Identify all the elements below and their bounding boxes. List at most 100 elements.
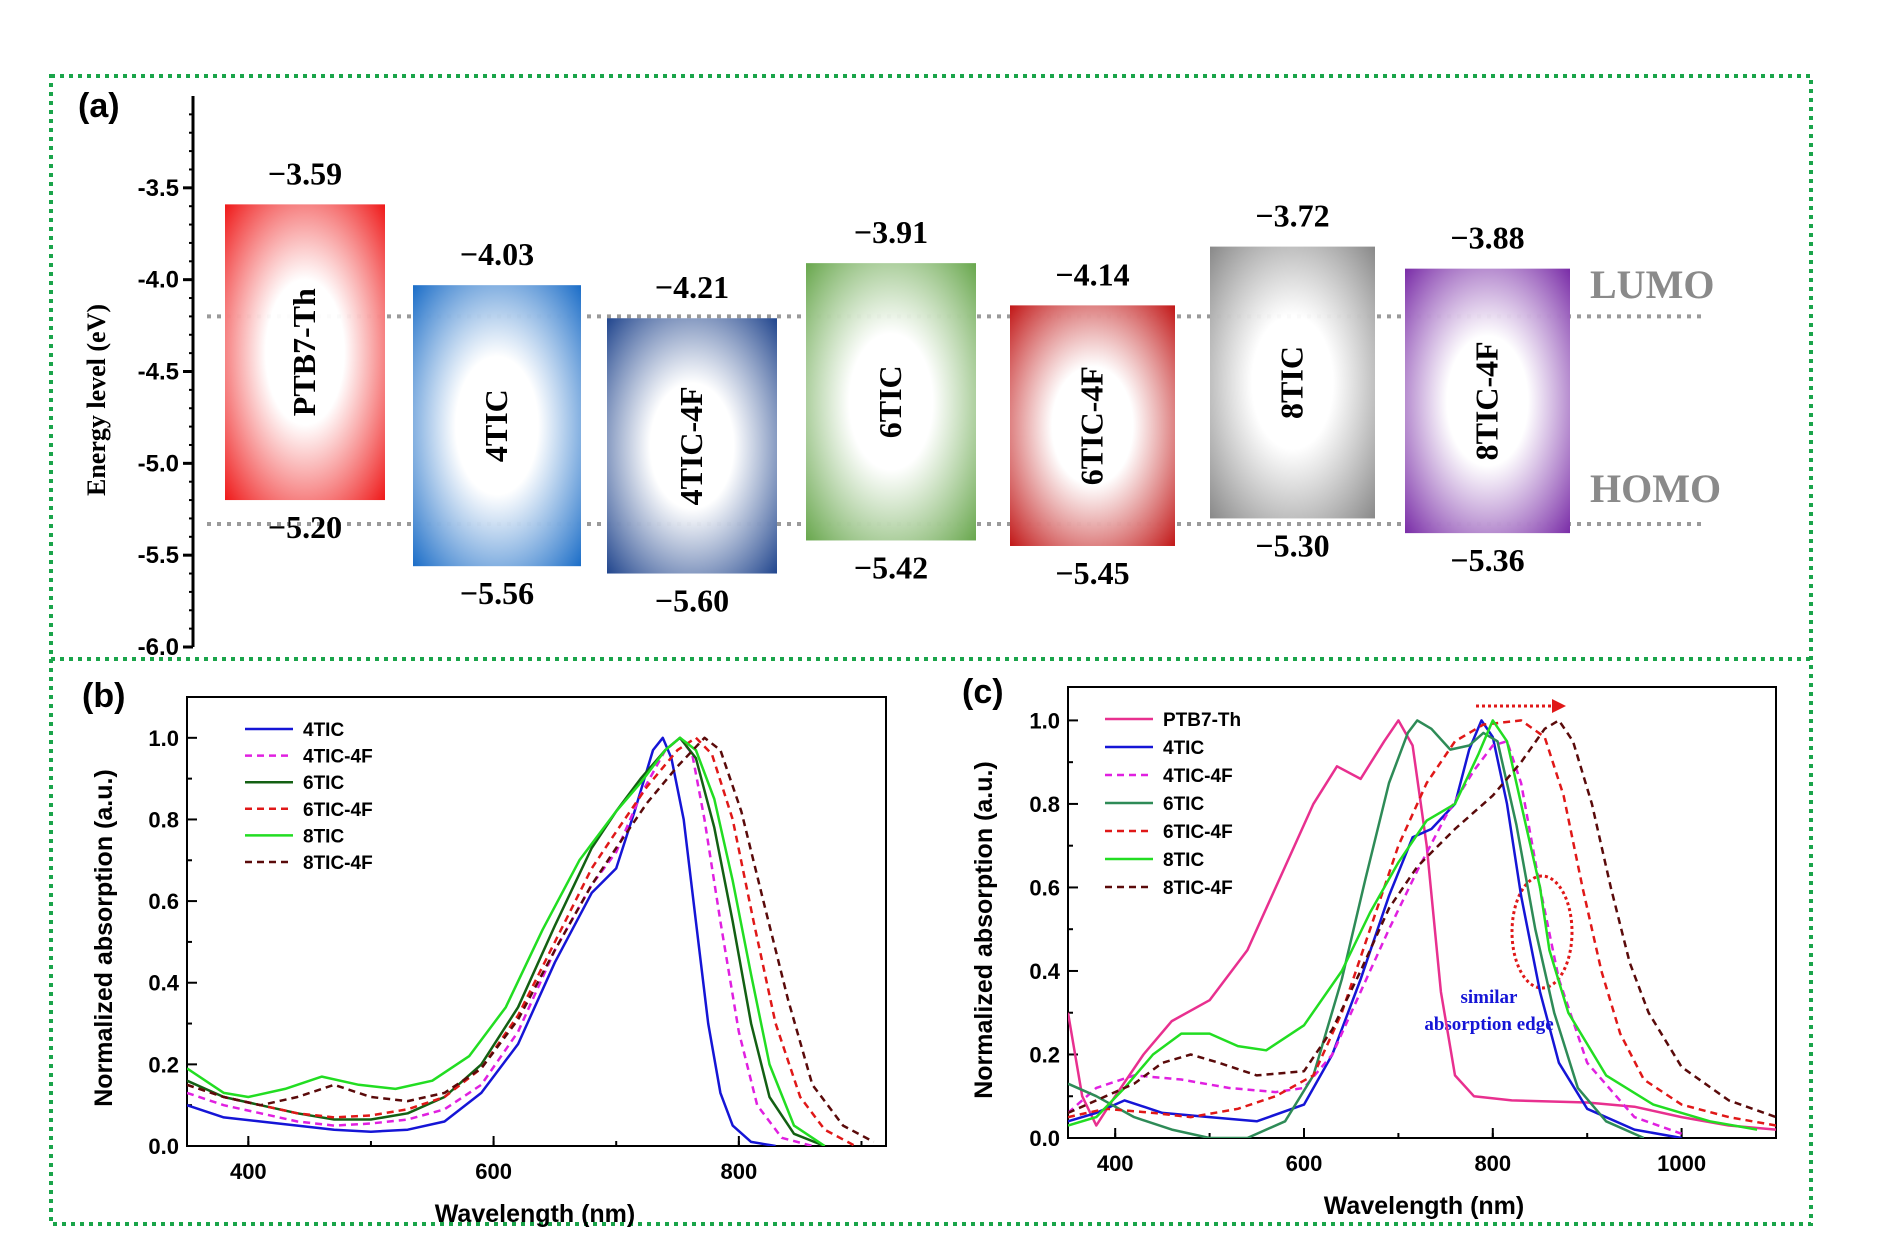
level-bar-4tic-4f (607, 318, 777, 574)
c-ylabel: Normalized absorption (a.u.) (970, 761, 998, 1099)
b-series-8tic-4f (187, 736, 875, 1144)
homo-value-6tic-4f: −5.45 (1055, 555, 1129, 591)
c-legend-label-4tic-4f: 4TIC-4F (1163, 766, 1233, 787)
b-series-4tic (187, 736, 776, 1146)
level-bar-8tic (1210, 246, 1375, 519)
c-y-tick-label: 0.0 (1029, 1126, 1060, 1151)
panel-label-b: (b) (82, 677, 125, 715)
energy-level-diagram: Energy level (eV) LUMO HOMO -3.5 -4.0 -4.5… (82, 96, 1721, 661)
b-y-tick-label: 0.4 (148, 971, 179, 996)
a-y-tick-label: -4.0 (138, 267, 179, 294)
c-x-tick-label: 800 (1474, 1151, 1511, 1176)
material-label-ptb7-th: PTB7-Th (286, 288, 322, 416)
material-label-6tic: 6TIC (872, 365, 908, 438)
a-y-tick-label: -5.0 (138, 450, 179, 477)
homo-value-ptb7-th: −5.20 (268, 509, 342, 545)
b-x-tick-label: 600 (475, 1159, 512, 1184)
lumo-value-ptb7-th: −3.59 (268, 155, 342, 191)
c-x-tick-label: 1000 (1657, 1151, 1706, 1176)
c-x-tick-label: 600 (1286, 1151, 1323, 1176)
c-series-8tic-4f (1068, 719, 1776, 1119)
annotation-line-1: similar (1461, 987, 1519, 1008)
c-y-tick-label: 0.4 (1029, 959, 1060, 984)
b-y-tick-label: 0.0 (148, 1134, 179, 1159)
c-y-tick-label: 0.2 (1029, 1042, 1060, 1067)
c-y-tick-label: 0.6 (1029, 875, 1060, 900)
c-series-group (1068, 719, 1776, 1138)
a-ylabel: Energy level (eV) (82, 304, 111, 496)
panel-label-a: (a) (78, 87, 120, 125)
panel-label-c: (c) (962, 673, 1004, 711)
level-bar-ptb7-th (225, 204, 385, 501)
b-series-4tic-4f (187, 736, 813, 1146)
b-legend-label-4tic: 4TIC (303, 720, 344, 741)
level-bar-4tic (413, 285, 581, 567)
lumo-value-6tic-4f: −4.14 (1055, 256, 1129, 292)
b-series-8tic (187, 736, 826, 1146)
c-legend-label-6tic: 6TIC (1163, 794, 1204, 815)
b-ylabel: Normalized absorption (a.u.) (90, 769, 118, 1107)
c-x-tick-label: 400 (1097, 1151, 1134, 1176)
c-legend-label-8tic: 8TIC (1163, 850, 1204, 871)
material-label-8tic: 8TIC (1274, 346, 1310, 419)
c-series-4tic (1068, 719, 1682, 1138)
level-bar-8tic-4f (1405, 268, 1570, 534)
b-y-tick-label: 0.6 (148, 889, 179, 914)
b-legend-label-8tic: 8TIC (303, 826, 344, 847)
a-y-tick-label: -3.5 (138, 175, 179, 202)
c-series-ptb7-th (1068, 719, 1776, 1131)
lumo-value-4tic-4f: −4.21 (655, 269, 729, 305)
b-y-tick-label: 1.0 (148, 726, 179, 751)
a-y-tick-label: -6.0 (138, 634, 179, 661)
b-legend-label-8tic-4f: 8TIC-4F (303, 853, 373, 874)
material-label-4tic-4f: 4TIC-4F (673, 386, 709, 505)
c-y-tick-label: 1.0 (1029, 708, 1060, 733)
b-xlabel: Wavelength (nm) (435, 1200, 635, 1228)
c-y-tick-label: 0.8 (1029, 792, 1060, 817)
b-x-tick-label: 400 (230, 1159, 267, 1184)
material-label-8tic-4f: 8TIC-4F (1469, 341, 1505, 460)
redshift-arrow-head (1552, 699, 1566, 713)
c-series-6tic (1068, 719, 1645, 1138)
homo-value-4tic: −5.56 (460, 575, 534, 611)
homo-label: HOMO (1590, 466, 1721, 511)
material-label-4tic: 4TIC (478, 389, 514, 462)
lumo-value-4tic: −4.03 (460, 236, 534, 272)
level-bar-6tic (806, 263, 976, 541)
level-bar-6tic-4f (1010, 305, 1175, 546)
a-y-tick-label: -5.5 (138, 542, 179, 569)
edge-ellipse (1510, 874, 1574, 990)
homo-value-6tic: −5.42 (854, 549, 928, 585)
b-legend-label-6tic-4f: 6TIC-4F (303, 800, 373, 821)
b-y-tick-label: 0.8 (148, 807, 179, 832)
b-series-6tic-4f (187, 736, 856, 1146)
homo-value-4tic-4f: −5.60 (655, 583, 729, 619)
b-series-6tic (187, 736, 826, 1146)
homo-value-8tic: −5.30 (1255, 527, 1329, 563)
annotation-line-2: absorption edge (1424, 1014, 1553, 1035)
lumo-value-8tic-4f: −3.88 (1450, 220, 1524, 256)
c-legend-label-4tic: 4TIC (1163, 738, 1204, 759)
absorption-chart-b: Wavelength (nm) Normalized absorption (a… (90, 696, 887, 1228)
c-legend-label-8tic-4f: 8TIC-4F (1163, 878, 1233, 899)
b-x-tick-label: 800 (720, 1159, 757, 1184)
b-series-group (187, 736, 875, 1146)
lumo-value-6tic: −3.91 (854, 214, 928, 250)
lumo-label: LUMO (1590, 262, 1714, 307)
absorption-chart-c: Wavelength (nm) Normalized absorption (a… (970, 686, 1777, 1220)
c-series-4tic-4f (1068, 740, 1683, 1135)
c-legend-label-ptb7-th: PTB7-Th (1163, 710, 1241, 731)
c-series-8tic (1068, 719, 1758, 1131)
b-legend-label-6tic: 6TIC (303, 773, 344, 794)
c-legend-label-6tic-4f: 6TIC-4F (1163, 822, 1233, 843)
a-y-tick-label: -4.5 (138, 359, 179, 386)
b-plot-frame (186, 696, 887, 1147)
material-label-6tic-4f: 6TIC-4F (1074, 366, 1110, 485)
c-plot-frame (1067, 686, 1777, 1139)
b-legend-label-4tic-4f: 4TIC-4F (303, 747, 373, 768)
c-xlabel: Wavelength (nm) (1324, 1192, 1524, 1220)
frame-border (49, 74, 1813, 1226)
b-y-tick-label: 0.2 (148, 1052, 179, 1077)
